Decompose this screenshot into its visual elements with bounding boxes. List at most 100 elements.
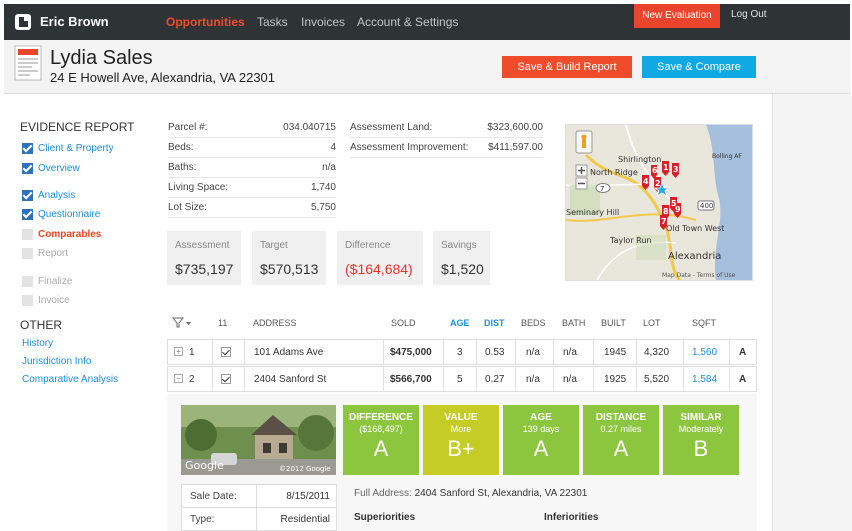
column-header-age[interactable]: AGE — [450, 318, 470, 328]
grade-letter: B+ — [447, 436, 475, 461]
cell-lot: 4,320 — [644, 347, 670, 358]
map-marker[interactable]: 5 — [671, 199, 677, 208]
grade-letter: A — [533, 436, 549, 461]
column-header-dist[interactable]: DIST — [484, 318, 505, 328]
column-header-sqft[interactable]: SQFT — [692, 318, 716, 328]
assessment-label: Assessment Improvement: — [350, 142, 469, 153]
map-label: Bolling AF — [712, 153, 742, 160]
map-marker[interactable]: 6 — [652, 166, 658, 175]
sidebar-link-comparative-analysis[interactable]: Comparative Analysis — [22, 374, 119, 385]
cell-bath: n/a — [563, 347, 577, 358]
cell-sqft[interactable]: 1,584 — [692, 374, 718, 385]
table-row[interactable]: − 2 2404 Sanford St $566,700 5 0.27 n/a … — [167, 366, 757, 392]
cell-grade: A — [739, 374, 747, 385]
map-marker[interactable]: 4 — [643, 177, 649, 186]
parcel-row: Baths: n/a — [168, 158, 336, 178]
grade-letter: B — [693, 436, 709, 461]
cell-sqft[interactable]: 1,560 — [692, 347, 718, 358]
logout-link[interactable]: Log Out — [731, 9, 767, 20]
column-header-built[interactable]: BUILT — [601, 318, 626, 328]
grade-similar: SIMILAR Moderately B — [663, 405, 739, 475]
client-address: 24 E Howell Ave, Alexandria, VA 22301 — [50, 70, 276, 85]
cell-grade: A — [739, 347, 747, 358]
user-name: Eric Brown — [40, 14, 109, 29]
row-number: 1 — [189, 347, 195, 358]
map-marker[interactable]: 9 — [675, 205, 681, 214]
stat-label: Difference — [345, 240, 391, 251]
stat-difference: Difference ($164,684) — [337, 231, 423, 285]
sidebar-link-jurisdiction-info[interactable]: Jurisdiction Info — [22, 356, 92, 367]
grade-sub: 0.27 miles — [600, 424, 642, 434]
checkbox-checked-icon — [22, 143, 33, 154]
checkbox-checked-icon — [22, 209, 33, 220]
map-marker[interactable]: 2 — [655, 179, 661, 188]
row-checkbox[interactable] — [221, 374, 231, 384]
cell-age: 5 — [457, 374, 463, 385]
stat-label: Target — [260, 240, 288, 251]
cell-address: 101 Adams Ave — [254, 347, 324, 358]
comparable-detail-panel: Google ©2012 Google DIFFERENCE ($168,497… — [167, 394, 757, 531]
stat-value: $735,197 — [175, 261, 234, 277]
nav-invoices[interactable]: Invoices — [301, 15, 346, 29]
map-label: Seminary Hill — [566, 208, 619, 217]
parcel-value: n/a — [322, 162, 336, 173]
sale-label: Sale Date: — [190, 491, 237, 502]
grade-difference: DIFFERENCE ($168,497) A — [343, 405, 419, 475]
property-photo[interactable]: Google ©2012 Google — [181, 405, 336, 475]
save-build-report-button[interactable]: Save & Build Report — [502, 56, 632, 78]
sidebar-link-history[interactable]: History — [22, 338, 54, 349]
parcel-label: Living Space: — [168, 182, 229, 193]
assessment-value: $323,600.00 — [487, 122, 543, 133]
sidebar-item-analysis[interactable]: Analysis — [22, 190, 75, 201]
column-header-lot[interactable]: LOT — [643, 318, 661, 328]
map-marker[interactable]: 1 — [663, 163, 669, 172]
grade-letter: A — [613, 436, 629, 461]
map-marker[interactable]: 8 — [663, 207, 669, 216]
row-number: 2 — [189, 374, 195, 385]
collapse-icon[interactable]: − — [174, 374, 183, 383]
sidebar-item-client-property[interactable]: Client & Property — [22, 143, 114, 154]
grade-age: AGE 139 days A — [503, 405, 579, 475]
nav-opportunities[interactable]: Opportunities — [166, 15, 245, 29]
assessment-row: Assessment Land: $323,600.00 — [350, 118, 543, 138]
table-row[interactable]: + 1 101 Adams Ave $475,000 3 0.53 n/a n/… — [167, 339, 757, 365]
photo-credit: ©2012 Google — [279, 465, 331, 473]
sidebar-item-label: Client & Property — [38, 143, 114, 154]
sidebar-item-overview[interactable]: Overview — [22, 163, 80, 174]
comparables-map[interactable]: 6 1 3 4 2 5 8 9 7 400 7 Shirlington Nort… — [565, 124, 753, 281]
map-marker[interactable]: 7 — [661, 217, 667, 226]
evidence-report-title: EVIDENCE REPORT — [20, 120, 135, 134]
map-marker[interactable]: 3 — [673, 165, 679, 174]
map-attribution[interactable]: Map Data - Terms of Use — [662, 272, 736, 279]
column-header-address[interactable]: ADDRESS — [253, 318, 297, 328]
new-evaluation-button[interactable]: New Evaluation — [634, 4, 720, 28]
expand-icon[interactable]: + — [174, 347, 183, 356]
stat-value: ($164,684) — [345, 261, 413, 277]
nav-tasks[interactable]: Tasks — [257, 15, 288, 29]
cell-lot: 5,520 — [644, 374, 670, 385]
column-header-bath[interactable]: BATH — [562, 318, 586, 328]
cell-age: 3 — [457, 347, 463, 358]
column-header-beds[interactable]: BEDS — [521, 318, 546, 328]
sidebar-item-report: Report — [22, 248, 68, 259]
cell-dist: 0.27 — [485, 374, 505, 385]
sale-row: Sale Date: 8/15/2011 — [182, 485, 336, 508]
sidebar-item-comparables[interactable]: Comparables — [22, 229, 101, 240]
parcel-label: Baths: — [168, 162, 197, 173]
full-address-label: Full Address: — [354, 488, 412, 499]
grade-title: VALUE — [444, 412, 478, 423]
grade-title: AGE — [530, 412, 552, 423]
parcel-value: 4 — [330, 142, 336, 153]
column-header-sold[interactable]: SOLD — [391, 318, 416, 328]
checkbox-checked-icon — [22, 190, 33, 201]
document-icon — [14, 45, 42, 81]
sidebar-item-questionnaire[interactable]: Questionnaire — [22, 209, 100, 220]
stat-label: Savings — [441, 240, 477, 251]
filter-icon[interactable] — [172, 317, 192, 328]
save-compare-button[interactable]: Save & Compare — [642, 56, 756, 78]
nav-account-settings[interactable]: Account & Settings — [357, 15, 459, 29]
grade-sub: More — [450, 424, 472, 434]
map-label: Shirlington — [618, 155, 661, 164]
map-graphic: 6 1 3 4 2 5 8 9 7 400 7 Shirlington Nort… — [566, 125, 752, 280]
row-checkbox[interactable] — [221, 347, 231, 357]
